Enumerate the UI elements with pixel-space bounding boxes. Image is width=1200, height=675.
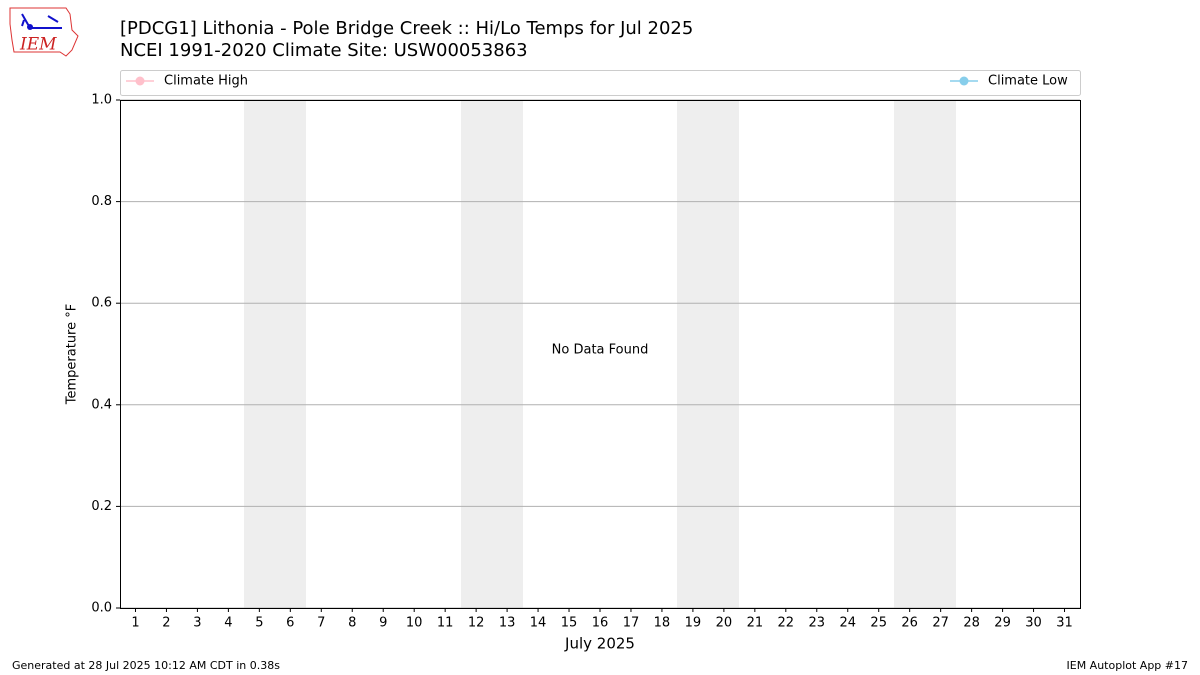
footer-left: Generated at 28 Jul 2025 10:12 AM CDT in… <box>12 659 280 672</box>
legend-marker <box>135 76 145 86</box>
shade <box>461 100 523 608</box>
x-tick-label: 9 <box>379 616 387 631</box>
x-axis-label: July 2025 <box>564 635 635 653</box>
shade <box>244 100 306 608</box>
logo-dot <box>27 24 33 30</box>
x-tick-label: 22 <box>778 616 795 631</box>
logo-outline <box>9 7 79 57</box>
y-axis-label: Temperature °F <box>65 304 80 405</box>
x-tick-label: 11 <box>437 616 454 631</box>
x-tick-label: 17 <box>623 616 640 631</box>
x-tick-label: 4 <box>224 616 232 631</box>
weekend-shading <box>244 100 956 608</box>
y-tick-label: 0.8 <box>91 194 112 209</box>
no-data-annotation: No Data Found <box>552 343 649 358</box>
x-tick-label: 27 <box>932 616 949 631</box>
x-tick-label: 7 <box>317 616 325 631</box>
legend-label: Climate High <box>164 74 248 89</box>
x-tick-label: 15 <box>561 616 578 631</box>
x-tick-label: 10 <box>406 616 423 631</box>
x-tick-label: 31 <box>1056 616 1073 631</box>
y-tick-label: 0.6 <box>91 296 112 311</box>
x-tick-label: 14 <box>530 616 547 631</box>
x-tick-label: 19 <box>685 616 702 631</box>
x-tick-label: 30 <box>1025 616 1042 631</box>
shade <box>894 100 956 608</box>
y-tick-label: 0.2 <box>91 499 112 514</box>
legend-label: Climate Low <box>988 74 1068 89</box>
shade <box>677 100 739 608</box>
x-tick-label: 6 <box>286 616 294 631</box>
x-tick-label: 23 <box>809 616 826 631</box>
x-tick-label: 26 <box>901 616 918 631</box>
legend-marker <box>959 76 969 86</box>
logo: IEM <box>9 7 79 57</box>
y-tick-label: 1.0 <box>91 93 112 108</box>
x-tick-label: 20 <box>716 616 733 631</box>
footer-right: IEM Autoplot App #17 <box>1067 659 1189 672</box>
x-tick-label: 5 <box>255 616 263 631</box>
x-tick-label: 24 <box>839 616 856 631</box>
legend <box>120 70 1081 96</box>
chart-title: [PDCG1] Lithonia - Pole Bridge Creek :: … <box>120 18 693 39</box>
x-tick-label: 8 <box>348 616 356 631</box>
x-tick-label: 21 <box>747 616 764 631</box>
x-tick-label: 1 <box>131 616 139 631</box>
x-tick-label: 13 <box>499 616 516 631</box>
x-tick-label: 2 <box>162 616 170 631</box>
chart-subtitle: NCEI 1991-2020 Climate Site: USW00053863 <box>120 40 528 61</box>
y-tick-label: 0.4 <box>91 397 112 412</box>
logo-text: IEM <box>19 35 57 55</box>
x-tick-label: 18 <box>654 616 671 631</box>
x-tick-label: 3 <box>193 616 201 631</box>
x-tick-label: 29 <box>994 616 1011 631</box>
y-tick-label: 0.0 <box>91 601 112 616</box>
x-tick-label: 25 <box>870 616 887 631</box>
x-tick-label: 28 <box>963 616 980 631</box>
x-tick-label: 12 <box>468 616 485 631</box>
x-tick-label: 16 <box>592 616 609 631</box>
